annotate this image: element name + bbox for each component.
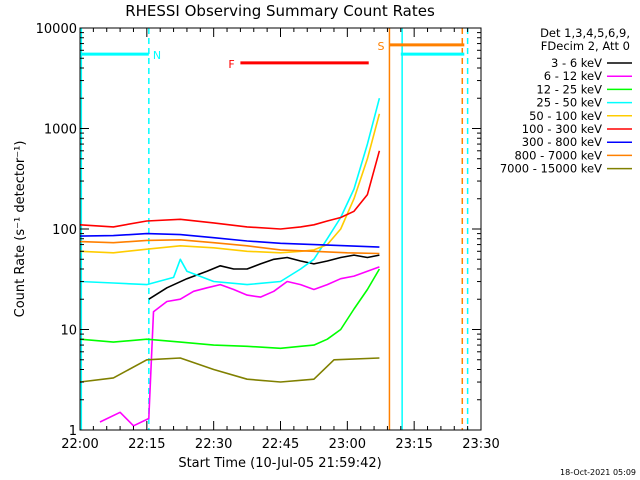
series-line-4 [79, 113, 381, 254]
y-tick-label: 10 [60, 324, 77, 339]
flag-label-F: F [228, 58, 234, 71]
legend-label-1: 6 - 12 keV [544, 69, 602, 83]
y-axis-label: Count Rate (s⁻¹ detector⁻¹) [13, 141, 28, 318]
flag-label-N: N [153, 49, 161, 62]
legend-label-3: 25 - 50 keV [536, 96, 602, 110]
legend-label-7: 800 - 7000 keV [514, 148, 602, 162]
x-tick-label: 22:45 [262, 437, 299, 452]
x-tick-label: 22:30 [195, 437, 232, 452]
series-line-0 [148, 254, 380, 300]
legend-label-6: 300 - 800 keV [522, 135, 602, 149]
legend-label-0: 3 - 6 keV [551, 56, 602, 70]
series-line-1 [99, 266, 380, 427]
series-line-5 [79, 150, 381, 230]
plot-area: N F S [79, 28, 469, 430]
legend-header-detectors: Det 1,3,4,5,6,9, [540, 26, 630, 40]
x-axis-label: Start Time (10-Jul-05 21:59:42) [178, 456, 381, 471]
legend-label-5: 100 - 300 keV [522, 122, 602, 136]
series-line-2 [79, 268, 381, 350]
legend-label-8: 7000 - 15000 keV [500, 162, 602, 176]
x-tick-label: 22:00 [61, 437, 98, 452]
y-tick-label: 1000 [44, 123, 77, 138]
y-tick-label: 1 [69, 424, 77, 439]
y-tick-label: 100 [52, 223, 77, 238]
chart-title: RHESSI Observing Summary Count Rates [125, 2, 435, 20]
legend: Det 1,3,4,5,6,9, FDecim 2, Att 0 3 - 6 k… [500, 26, 632, 176]
x-tick-label: 23:00 [329, 437, 366, 452]
series-line-8 [79, 357, 380, 383]
x-tick-label: 23:30 [462, 437, 499, 452]
axes: 1 10 100 1000 10000 22:00 22:15 22:30 22:45 23:00… [36, 22, 500, 452]
x-tick-label: 23:15 [395, 437, 432, 452]
legend-label-2: 12 - 25 keV [536, 82, 602, 96]
legend-label-4: 50 - 100 keV [529, 109, 602, 123]
series-line-3 [79, 97, 381, 286]
series-line-6 [79, 232, 380, 248]
flag-label-S: S [377, 40, 384, 53]
y-tick-label: 10000 [36, 22, 77, 37]
legend-header-decimation: FDecim 2, Att 0 [541, 39, 630, 53]
footer-timestamp: 18-Oct-2021 05:09 [560, 468, 636, 477]
series-line-7 [79, 239, 380, 255]
x-tick-label: 22:15 [128, 437, 165, 452]
